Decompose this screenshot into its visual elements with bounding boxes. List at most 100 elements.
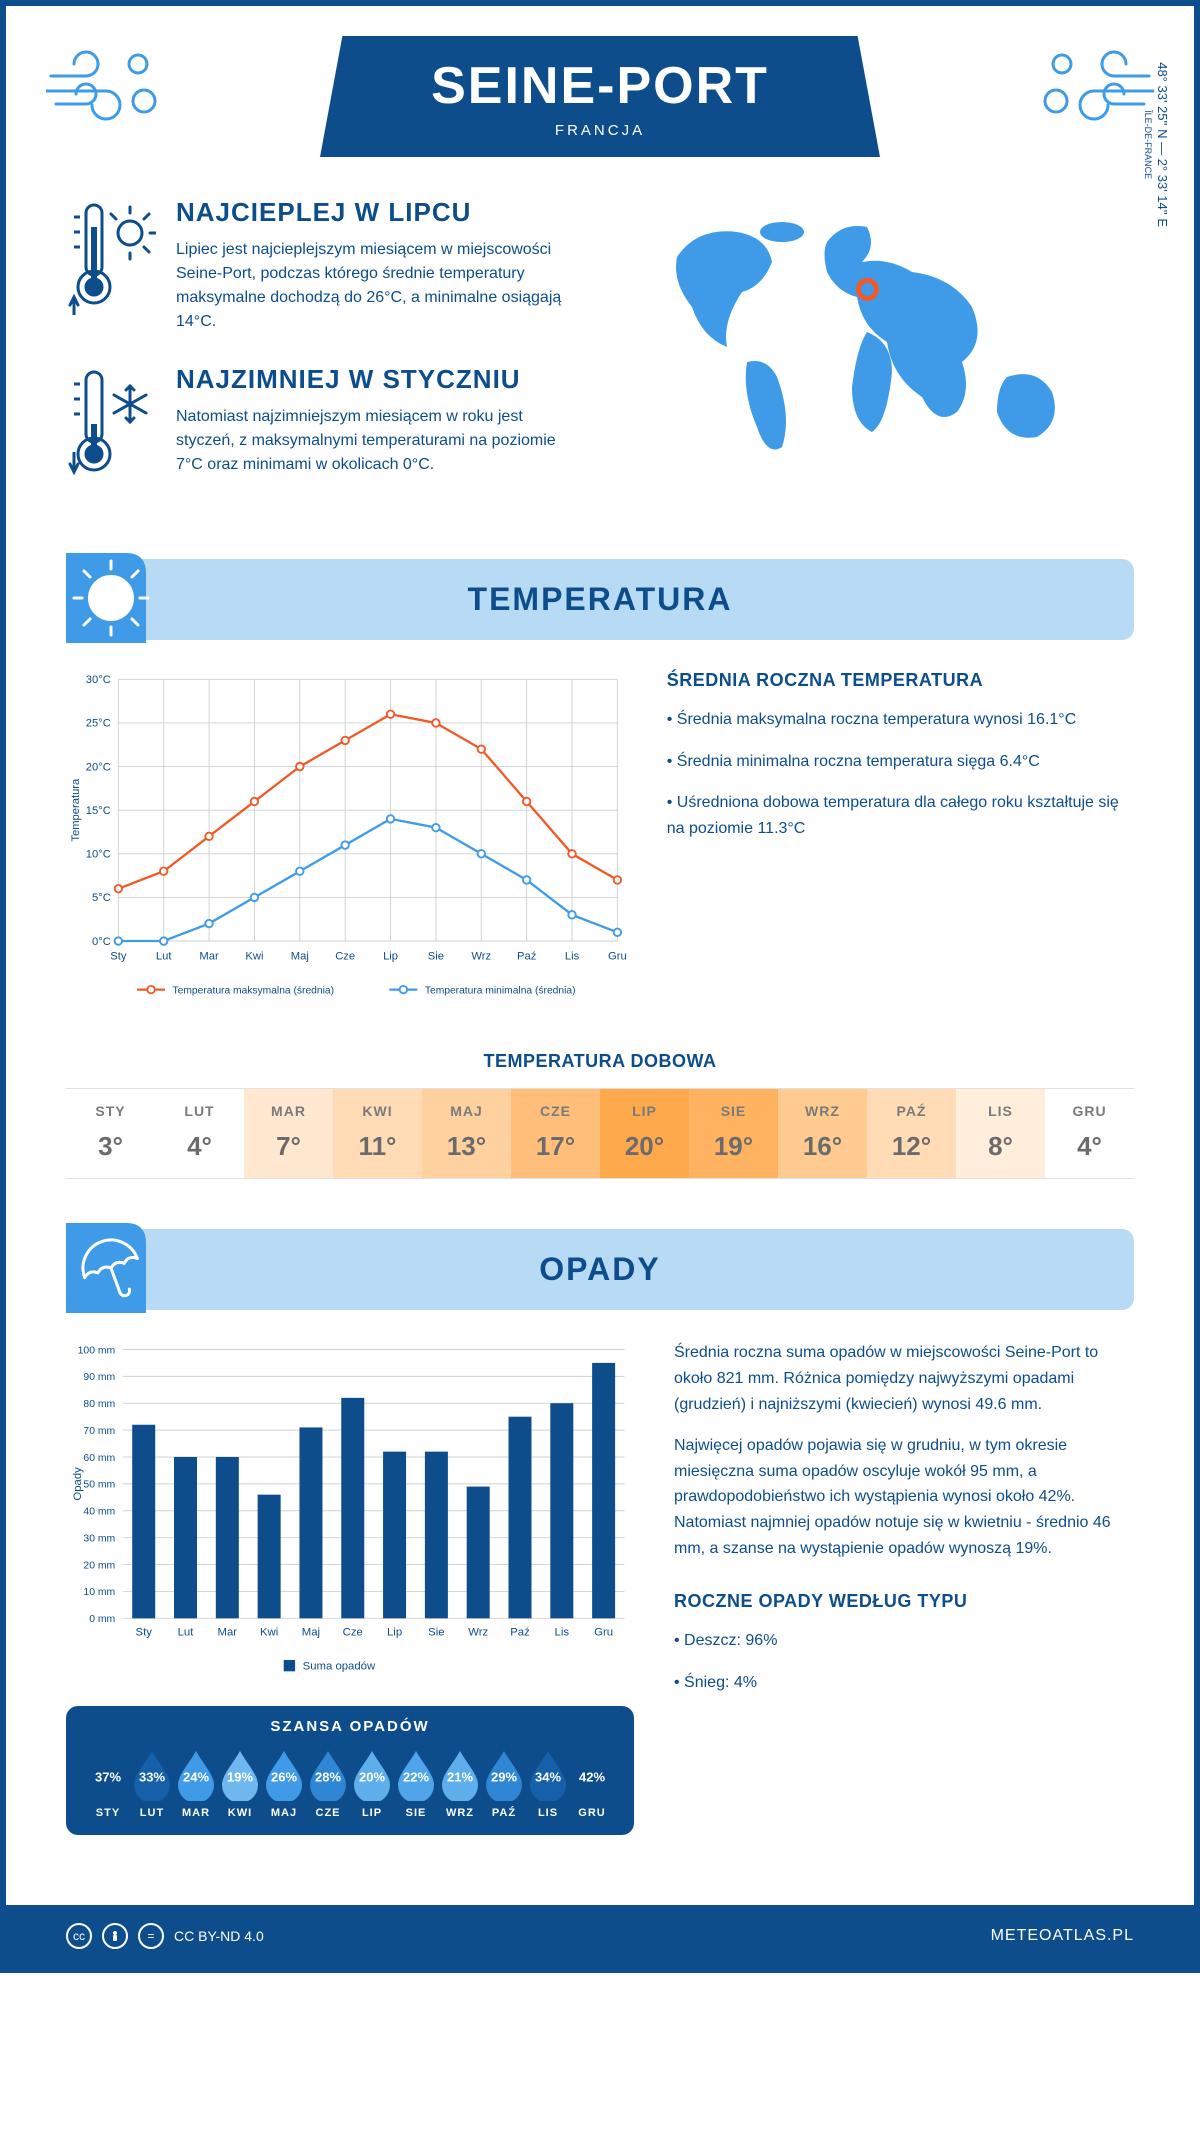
svg-text:Mar: Mar bbox=[218, 1627, 238, 1639]
wind-icon bbox=[1034, 46, 1154, 126]
temp-month-cell: STY3° bbox=[66, 1089, 155, 1178]
precip-type-bullet: • Deszcz: 96% bbox=[674, 1628, 1134, 1654]
rain-chance-drop: 24%MAR bbox=[174, 1747, 218, 1819]
rain-chance-drop: 21%WRZ bbox=[438, 1747, 482, 1819]
svg-text:Cze: Cze bbox=[343, 1627, 363, 1639]
svg-text:Kwi: Kwi bbox=[260, 1627, 278, 1639]
rain-chance-drop: 42%GRU bbox=[570, 1747, 614, 1819]
temp-month-cell: SIE19° bbox=[689, 1089, 778, 1178]
svg-text:20 mm: 20 mm bbox=[83, 1561, 115, 1572]
precip-para: Najwięcej opadów pojawia się w grudniu, … bbox=[674, 1433, 1134, 1561]
svg-text:Maj: Maj bbox=[291, 951, 309, 963]
nd-icon: = bbox=[138, 1923, 164, 1949]
temp-month-cell: KWI11° bbox=[333, 1089, 422, 1178]
precip-type-heading: ROCZNE OPADY WEDŁUG TYPU bbox=[674, 1591, 1134, 1612]
svg-text:Suma opadów: Suma opadów bbox=[303, 1661, 376, 1673]
svg-text:Temperatura minimalna (średnia: Temperatura minimalna (średnia) bbox=[425, 985, 576, 996]
svg-text:Temperatura: Temperatura bbox=[70, 778, 82, 842]
svg-text:40 mm: 40 mm bbox=[83, 1507, 115, 1518]
svg-text:Paź: Paź bbox=[517, 951, 537, 963]
temperature-section-header: TEMPERATURA bbox=[66, 559, 1134, 640]
svg-text:Lip: Lip bbox=[383, 951, 398, 963]
page-frame: SEINE-PORT FRANCJA bbox=[0, 0, 1200, 1973]
rain-chance-drop: 33%LUT bbox=[130, 1747, 174, 1819]
temp-bullet: • Uśredniona dobowa temperatura dla całe… bbox=[667, 790, 1134, 841]
rain-chance-drop: 29%PAŹ bbox=[482, 1747, 526, 1819]
header: SEINE-PORT FRANCJA bbox=[66, 36, 1134, 157]
svg-text:90 mm: 90 mm bbox=[83, 1373, 115, 1384]
rain-chance-drop: 22%SIE bbox=[394, 1747, 438, 1819]
precip-section-header: OPADY bbox=[66, 1229, 1134, 1310]
avg-temp-heading: ŚREDNIA ROCZNA TEMPERATURA bbox=[667, 670, 1134, 691]
daily-temp-heading: TEMPERATURA DOBOWA bbox=[66, 1051, 1134, 1072]
by-icon bbox=[102, 1923, 128, 1949]
coldest-block: NAJZIMNIEJ W STYCZNIU Natomiast najzimni… bbox=[66, 364, 580, 489]
temp-month-cell: GRU4° bbox=[1045, 1089, 1134, 1178]
thermometer-sun-icon bbox=[66, 197, 156, 334]
svg-text:Kwi: Kwi bbox=[245, 951, 263, 963]
country-subtitle: FRANCJA bbox=[400, 122, 800, 139]
temp-month-cell: CZE17° bbox=[511, 1089, 600, 1178]
svg-text:15°C: 15°C bbox=[86, 805, 111, 817]
svg-text:Gru: Gru bbox=[594, 1627, 613, 1639]
temp-month-cell: LUT4° bbox=[155, 1089, 244, 1178]
svg-text:Sie: Sie bbox=[428, 1627, 444, 1639]
warmest-text: Lipiec jest najcieplejszym miesiącem w m… bbox=[176, 238, 580, 334]
thermometer-snow-icon bbox=[66, 364, 156, 489]
svg-text:Sty: Sty bbox=[136, 1627, 153, 1639]
rain-chance-drop: 20%LIP bbox=[350, 1747, 394, 1819]
svg-text:Mar: Mar bbox=[199, 951, 219, 963]
svg-text:5°C: 5°C bbox=[92, 892, 111, 904]
svg-text:70 mm: 70 mm bbox=[83, 1426, 115, 1437]
svg-text:10°C: 10°C bbox=[86, 849, 111, 861]
umbrella-section-icon bbox=[66, 1223, 176, 1313]
svg-text:Temperatura maksymalna (średni: Temperatura maksymalna (średnia) bbox=[173, 985, 334, 996]
license-label: CC BY-ND 4.0 bbox=[174, 1928, 264, 1944]
svg-text:Gru: Gru bbox=[608, 951, 627, 963]
svg-text:Wrz: Wrz bbox=[471, 951, 491, 963]
daily-temp-table: STY3°LUT4°MAR7°KWI11°MAJ13°CZE17°LIP20°S… bbox=[66, 1088, 1134, 1179]
temp-month-cell: MAR7° bbox=[244, 1089, 333, 1178]
svg-text:Lis: Lis bbox=[565, 951, 580, 963]
title-banner: SEINE-PORT FRANCJA bbox=[320, 36, 880, 157]
svg-text:0 mm: 0 mm bbox=[89, 1615, 115, 1626]
svg-text:Maj: Maj bbox=[302, 1627, 320, 1639]
svg-text:20°C: 20°C bbox=[86, 761, 111, 773]
svg-text:Lut: Lut bbox=[156, 951, 172, 963]
svg-text:Lip: Lip bbox=[387, 1627, 402, 1639]
world-map-icon bbox=[620, 197, 1134, 477]
svg-text:30 mm: 30 mm bbox=[83, 1534, 115, 1545]
precip-bar-chart: 0 mm10 mm20 mm30 mm40 mm50 mm60 mm70 mm8… bbox=[66, 1340, 634, 1681]
rain-chance-drop: 28%CZE bbox=[306, 1747, 350, 1819]
temp-month-cell: WRZ16° bbox=[778, 1089, 867, 1178]
sun-section-icon bbox=[66, 553, 176, 643]
coldest-title: NAJZIMNIEJ W STYCZNIU bbox=[176, 364, 580, 395]
coordinates-label: 48° 33' 25'' N — 2° 33' 14'' E ÎLE-DE-FR… bbox=[1143, 62, 1170, 227]
svg-text:Opady: Opady bbox=[72, 1467, 84, 1501]
rain-chance-drop: 26%MAJ bbox=[262, 1747, 306, 1819]
rain-chance-panel: SZANSA OPADÓW 37%STY33%LUT24%MAR19%KWI26… bbox=[66, 1706, 634, 1835]
rain-chance-title: SZANSA OPADÓW bbox=[86, 1718, 614, 1735]
svg-text:50 mm: 50 mm bbox=[83, 1480, 115, 1491]
svg-text:10 mm: 10 mm bbox=[83, 1588, 115, 1599]
wind-icon bbox=[46, 46, 166, 126]
svg-text:80 mm: 80 mm bbox=[83, 1399, 115, 1410]
temperature-line-chart: 0°C5°C10°C15°C20°C25°C30°CStyLutMarKwiMa… bbox=[66, 670, 627, 1006]
svg-text:Lut: Lut bbox=[178, 1627, 195, 1639]
svg-text:100 mm: 100 mm bbox=[78, 1346, 116, 1357]
temp-month-cell: PAŹ12° bbox=[867, 1089, 956, 1178]
footer: cc = CC BY-ND 4.0 METEOATLAS.PL bbox=[6, 1905, 1194, 1967]
cc-icon: cc bbox=[66, 1923, 92, 1949]
temp-month-cell: MAJ13° bbox=[422, 1089, 511, 1178]
precip-heading: OPADY bbox=[96, 1251, 1104, 1288]
svg-text:0°C: 0°C bbox=[92, 936, 111, 948]
warmest-block: NAJCIEPLEJ W LIPCU Lipiec jest najcieple… bbox=[66, 197, 580, 334]
site-label: METEOATLAS.PL bbox=[991, 1927, 1134, 1945]
precip-para: Średnia roczna suma opadów w miejscowośc… bbox=[674, 1340, 1134, 1417]
coldest-text: Natomiast najzimniejszym miesiącem w rok… bbox=[176, 405, 580, 477]
temperature-heading: TEMPERATURA bbox=[96, 581, 1104, 618]
svg-text:Sie: Sie bbox=[428, 951, 444, 963]
temp-bullet: • Średnia maksymalna roczna temperatura … bbox=[667, 707, 1134, 733]
svg-text:Sty: Sty bbox=[110, 951, 127, 963]
svg-text:30°C: 30°C bbox=[86, 674, 111, 686]
